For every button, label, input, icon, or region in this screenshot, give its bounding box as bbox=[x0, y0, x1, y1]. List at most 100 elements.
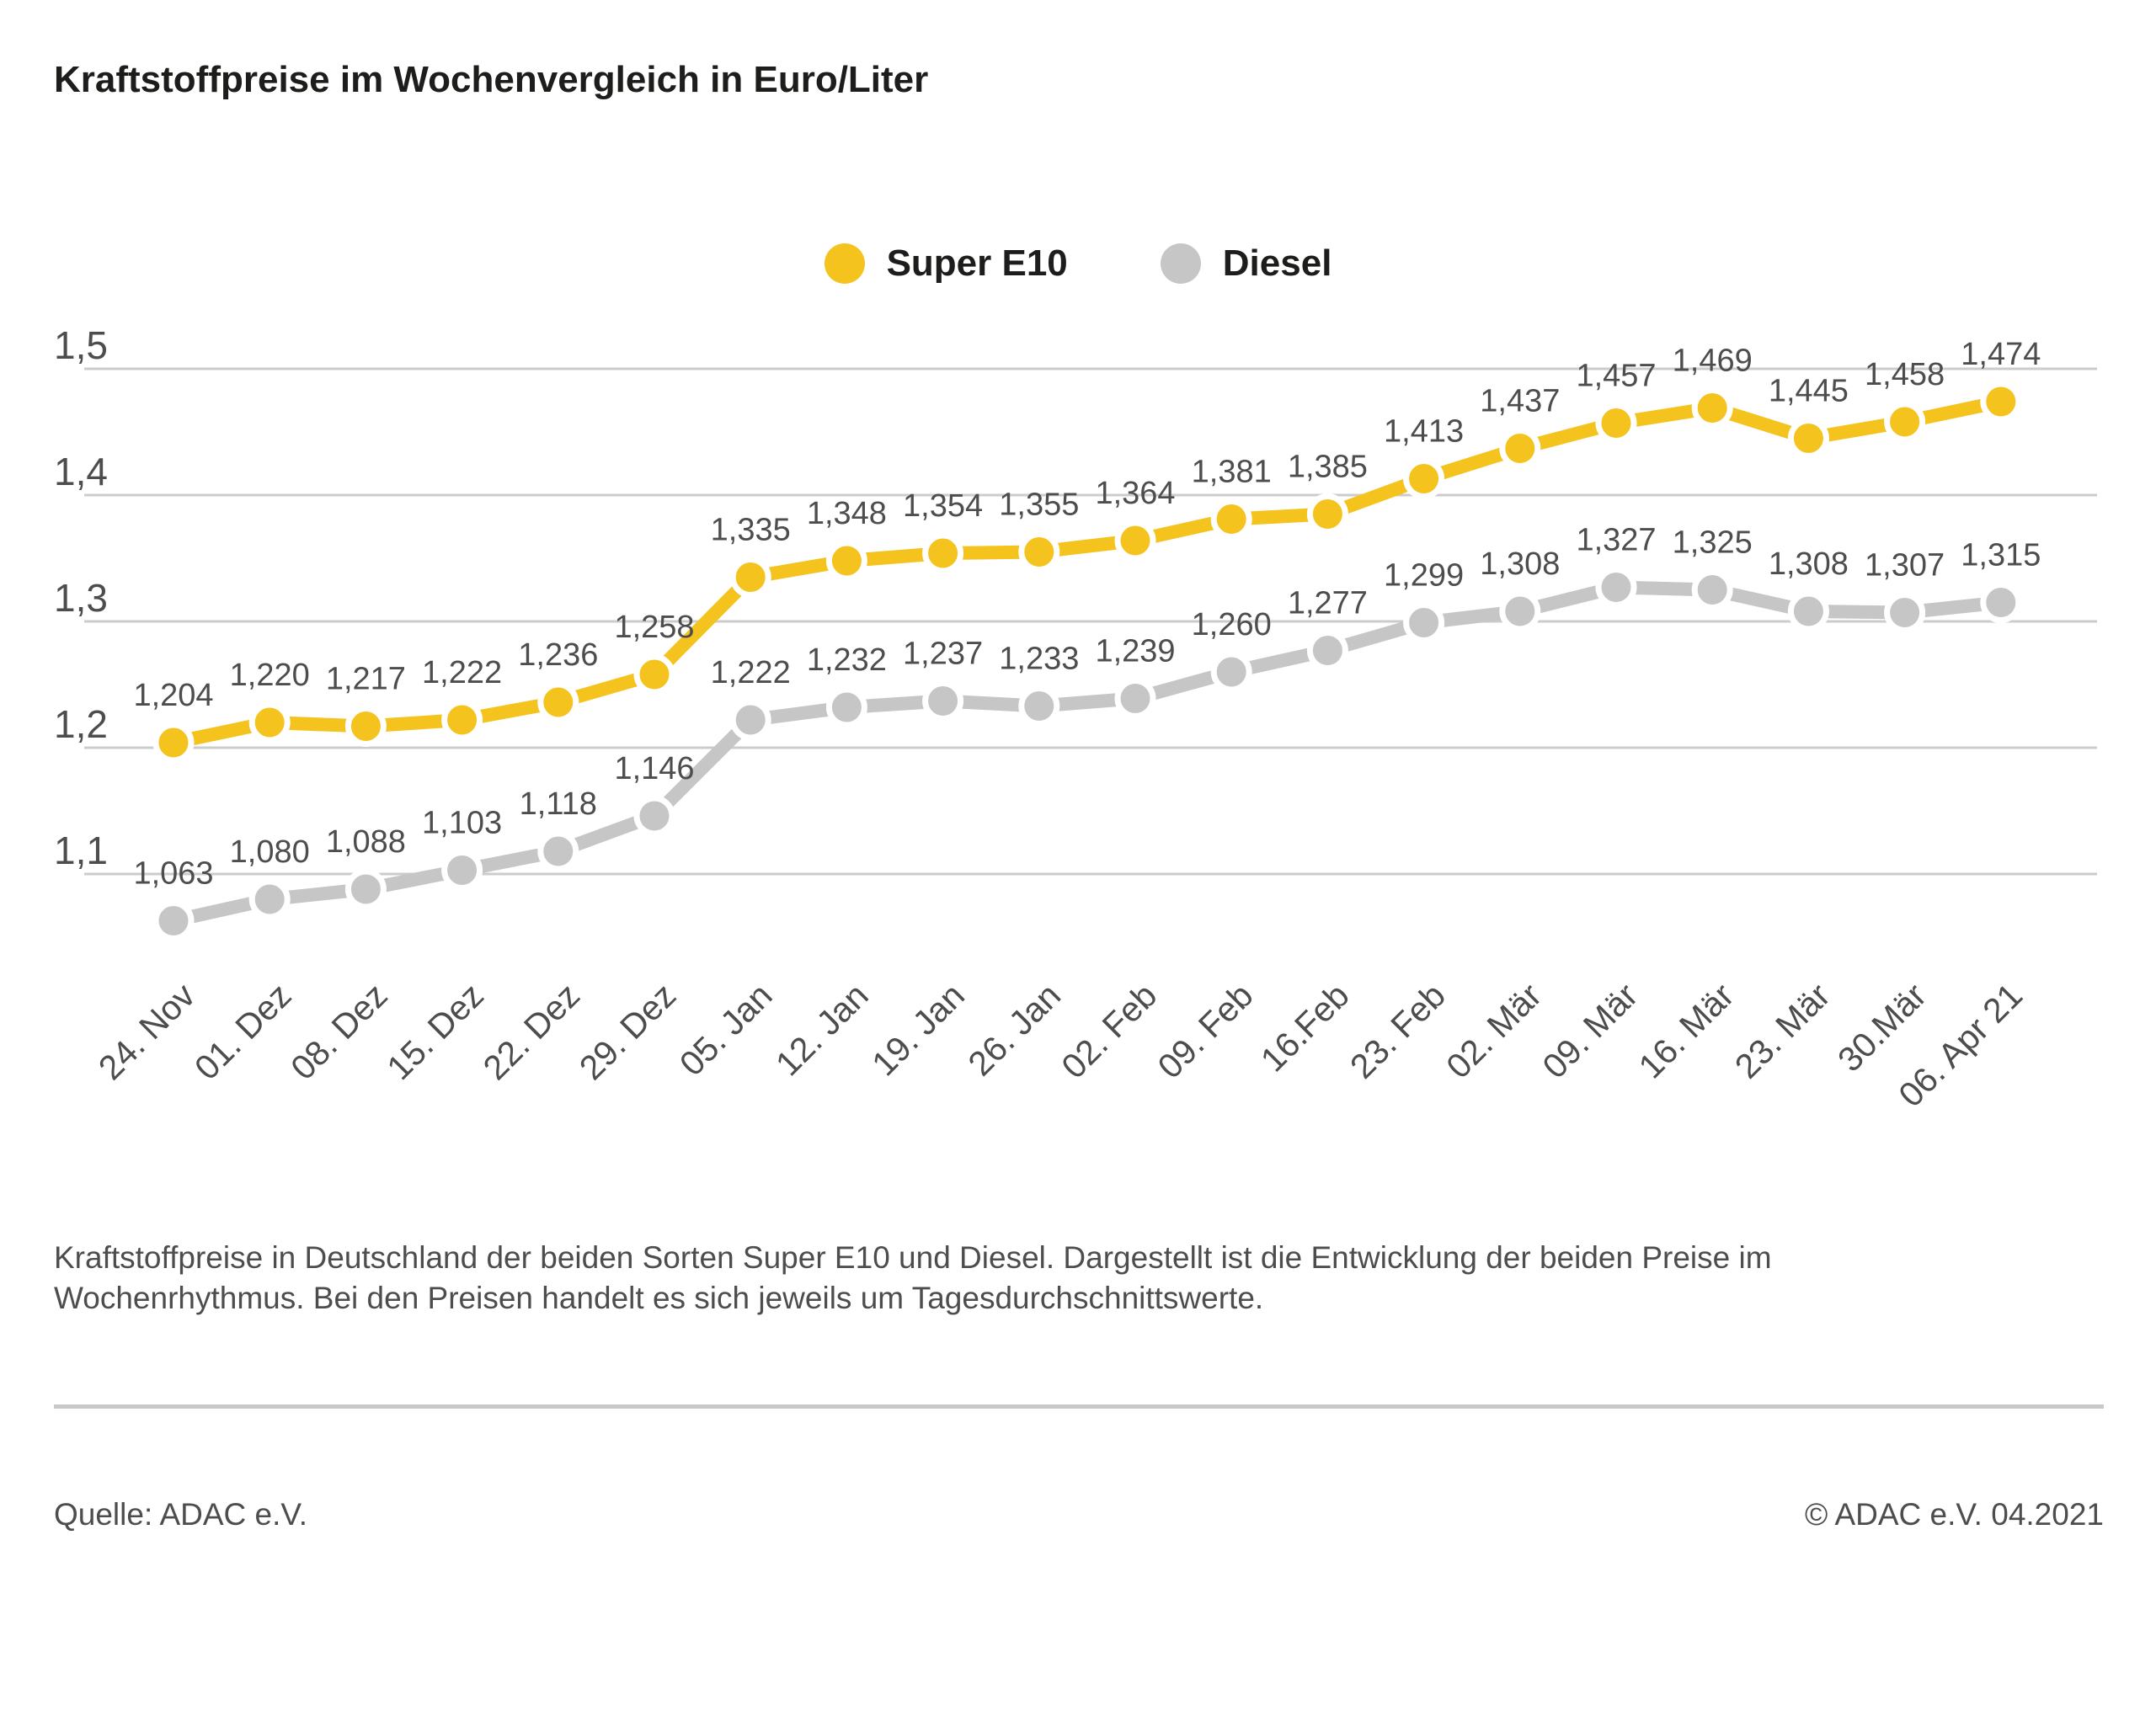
data-point bbox=[152, 722, 195, 764]
data-point-label: 1,277 bbox=[1288, 586, 1368, 621]
copyright-notice: © ADAC e.V. 04.2021 bbox=[1804, 1497, 2104, 1532]
data-point bbox=[825, 540, 867, 582]
data-point-label: 1,325 bbox=[1673, 525, 1753, 561]
data-point bbox=[633, 653, 675, 695]
data-point bbox=[1114, 520, 1156, 562]
data-point bbox=[1403, 602, 1445, 643]
data-point-label: 1,458 bbox=[1865, 357, 1945, 392]
data-point-label: 1,146 bbox=[614, 751, 694, 786]
data-point-label: 1,239 bbox=[1095, 634, 1175, 669]
data-point-label: 1,445 bbox=[1769, 374, 1849, 409]
data-point bbox=[1884, 401, 1926, 443]
data-point-label: 1,335 bbox=[711, 513, 791, 548]
data-point bbox=[1306, 630, 1348, 671]
data-point bbox=[1787, 418, 1829, 459]
description-line-1: Kraftstoffpreise in Deutschland der beid… bbox=[54, 1240, 1772, 1275]
data-point-label: 1,118 bbox=[520, 786, 597, 822]
data-point bbox=[1018, 685, 1060, 727]
data-point bbox=[1403, 458, 1445, 499]
legend-label-diesel: Diesel bbox=[1222, 242, 1332, 284]
data-point bbox=[922, 680, 964, 722]
x-axis-label: 23. Feb bbox=[1342, 976, 1453, 1086]
data-point bbox=[537, 830, 579, 872]
data-point bbox=[1018, 531, 1060, 573]
x-axis-label: 29. Dez bbox=[572, 976, 683, 1087]
data-point bbox=[1210, 498, 1252, 540]
data-point bbox=[1114, 678, 1156, 719]
data-point-label: 1,413 bbox=[1384, 414, 1464, 450]
data-point bbox=[1595, 402, 1637, 444]
data-point bbox=[1499, 428, 1541, 469]
data-point bbox=[633, 795, 675, 837]
data-point-label: 1,222 bbox=[422, 655, 502, 690]
data-point bbox=[1691, 569, 1733, 610]
y-axis-tick-label: 1,4 bbox=[54, 450, 108, 493]
data-point-label: 1,220 bbox=[230, 658, 310, 693]
data-point-label: 1,307 bbox=[1865, 548, 1945, 584]
data-point-label: 1,299 bbox=[1384, 558, 1464, 594]
data-point-label: 1,080 bbox=[230, 834, 310, 870]
data-point bbox=[1884, 592, 1926, 633]
y-axis-tick-label: 1,3 bbox=[54, 576, 108, 620]
legend-item-super-e10: Super E10 bbox=[824, 242, 1068, 285]
data-point-label: 1,364 bbox=[1095, 476, 1175, 511]
legend-item-diesel: Diesel bbox=[1160, 242, 1332, 285]
data-point bbox=[1691, 387, 1733, 429]
data-point bbox=[344, 706, 387, 747]
data-point bbox=[1499, 590, 1541, 632]
data-point bbox=[922, 532, 964, 574]
data-point-label: 1,232 bbox=[807, 642, 887, 678]
data-point-label: 1,469 bbox=[1673, 344, 1753, 379]
data-point-label: 1,233 bbox=[999, 642, 1079, 677]
data-point-label: 1,327 bbox=[1576, 523, 1656, 558]
x-axis-label: 15. Dez bbox=[380, 976, 491, 1087]
data-point bbox=[1980, 381, 2022, 423]
chart-description: Kraftstoffpreise in Deutschland der beid… bbox=[54, 1238, 2016, 1319]
footer-divider bbox=[54, 1404, 2104, 1409]
x-axis-label: 19. Jan bbox=[864, 976, 972, 1084]
x-axis-label: 23. Mär bbox=[1727, 976, 1838, 1086]
x-axis-label: 12. Jan bbox=[768, 976, 876, 1084]
super-e10-dot-icon bbox=[824, 243, 865, 284]
data-point bbox=[729, 557, 771, 598]
data-point bbox=[152, 900, 195, 941]
y-axis-tick-label: 1,5 bbox=[54, 323, 108, 367]
data-point-label: 1,217 bbox=[326, 662, 406, 697]
data-point-label: 1,381 bbox=[1192, 455, 1272, 490]
data-point-label: 1,348 bbox=[807, 496, 887, 531]
data-point bbox=[1595, 567, 1637, 608]
data-point-label: 1,354 bbox=[903, 488, 983, 524]
data-point-label: 1,308 bbox=[1769, 546, 1849, 582]
data-point bbox=[729, 699, 771, 741]
data-point bbox=[248, 701, 291, 743]
legend-label-super-e10: Super E10 bbox=[886, 242, 1068, 284]
data-point bbox=[344, 868, 387, 910]
data-point-label: 1,260 bbox=[1192, 607, 1272, 642]
x-axis-label: 16.Feb bbox=[1253, 976, 1357, 1079]
data-point bbox=[1787, 590, 1829, 632]
diesel-dot-icon bbox=[1160, 243, 1201, 284]
source-credit: Quelle: ADAC e.V. bbox=[54, 1497, 307, 1532]
data-point-label: 1,204 bbox=[133, 678, 213, 713]
x-axis-label: 05. Jan bbox=[672, 976, 780, 1084]
data-point-label: 1,222 bbox=[711, 655, 791, 690]
chart-legend: Super E10 Diesel bbox=[0, 242, 2156, 285]
data-point-label: 1,308 bbox=[1480, 546, 1560, 582]
data-point-label: 1,063 bbox=[133, 856, 213, 892]
data-point-label: 1,237 bbox=[903, 637, 983, 672]
data-point-label: 1,474 bbox=[1961, 337, 2041, 372]
data-point bbox=[537, 681, 579, 723]
data-point-label: 1,103 bbox=[422, 806, 502, 841]
data-point bbox=[1306, 493, 1348, 535]
x-axis-label: 22. Dez bbox=[476, 976, 587, 1087]
data-point-label: 1,315 bbox=[1961, 538, 2041, 573]
data-point-label: 1,088 bbox=[326, 824, 406, 860]
x-axis-label: 08. Dez bbox=[283, 976, 394, 1087]
x-axis-label: 16. Mär bbox=[1631, 976, 1742, 1086]
data-point-label: 1,437 bbox=[1480, 384, 1560, 419]
data-point bbox=[248, 878, 291, 920]
data-point-label: 1,355 bbox=[999, 488, 1079, 523]
data-point bbox=[441, 850, 483, 891]
